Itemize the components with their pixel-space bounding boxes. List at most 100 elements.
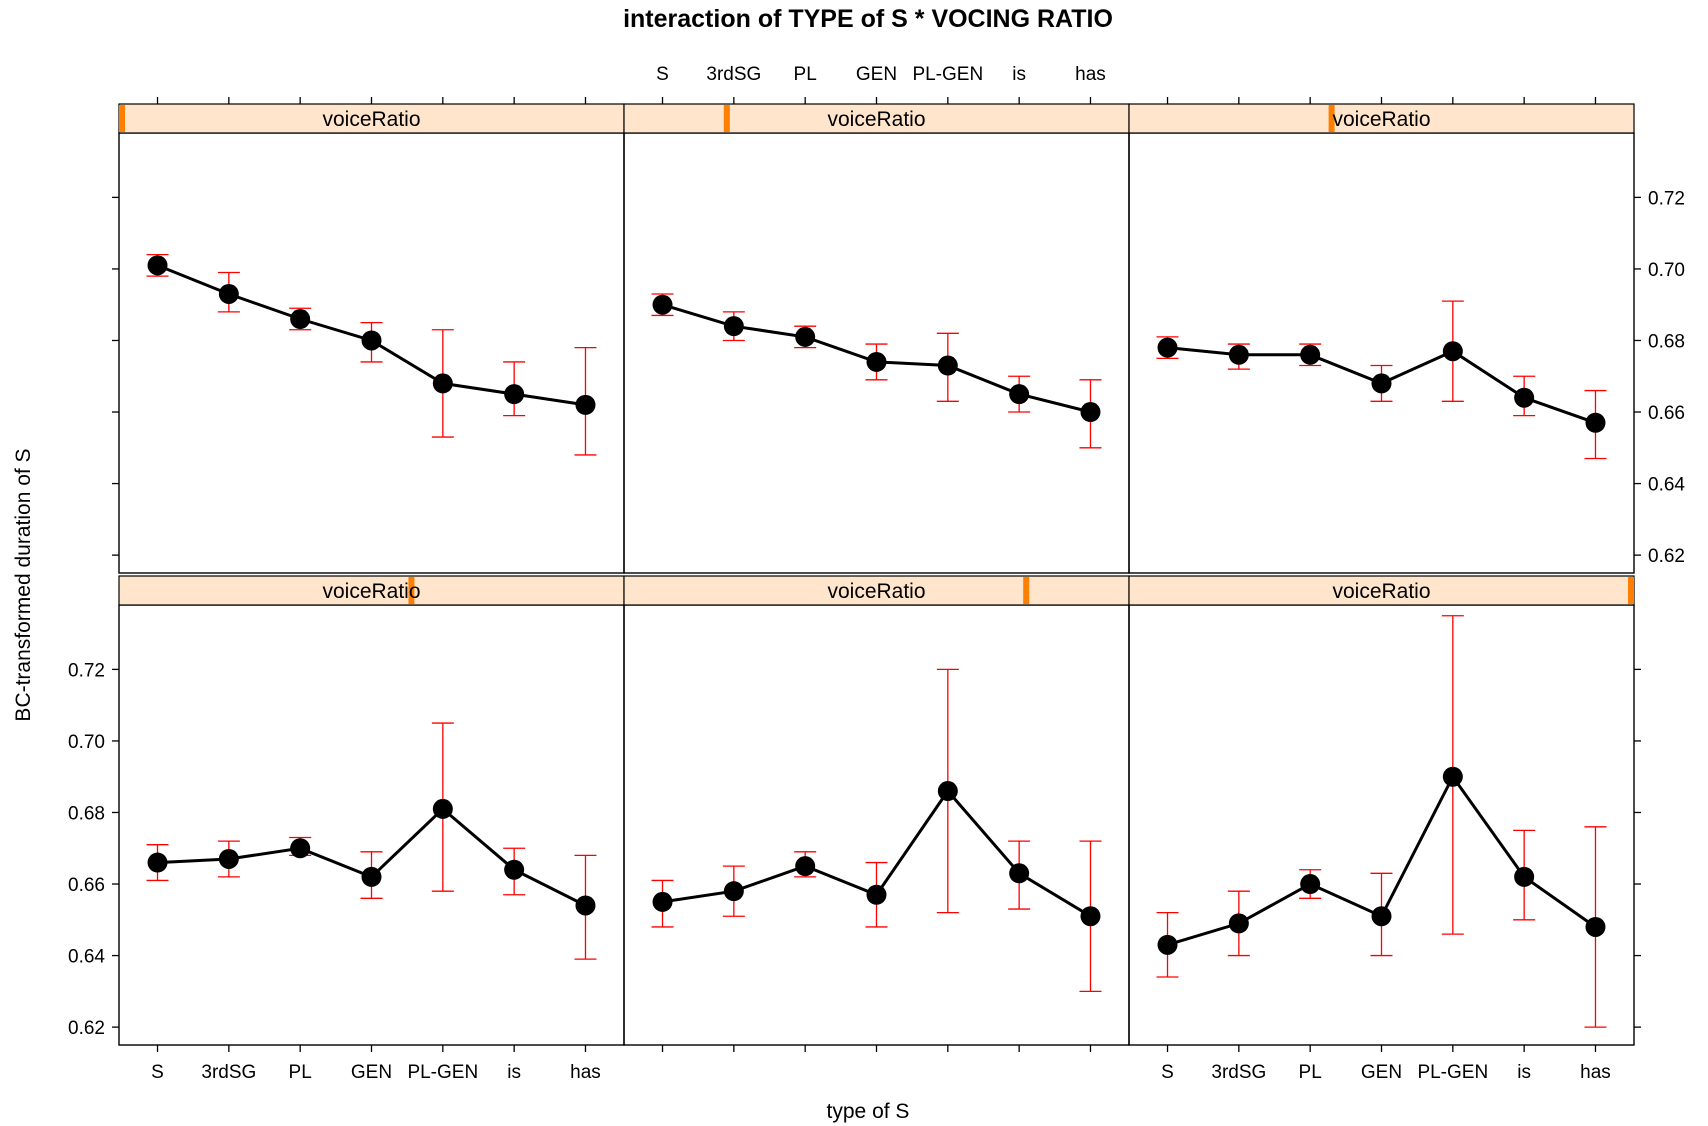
x-tick-label: GEN xyxy=(351,1062,392,1083)
data-point xyxy=(504,859,525,880)
data-point xyxy=(866,351,887,372)
strip-level-indicator xyxy=(119,105,125,132)
data-point xyxy=(723,881,744,902)
strip-label: voiceRatio xyxy=(827,108,925,131)
data-point xyxy=(795,326,816,347)
strip-label: voiceRatio xyxy=(1332,108,1430,131)
x-tick-label: 3rdSG xyxy=(1211,1062,1266,1083)
data-point xyxy=(1371,373,1392,394)
data-point xyxy=(147,852,168,873)
data-point xyxy=(575,895,596,916)
data-point xyxy=(1442,341,1463,362)
x-tick-label-top: has xyxy=(1075,64,1106,85)
data-point xyxy=(504,384,525,405)
data-point xyxy=(1157,934,1178,955)
y-tick-label-left: 0.64 xyxy=(68,947,105,968)
x-tick-label-top: GEN xyxy=(856,64,897,85)
data-point xyxy=(147,255,168,276)
y-tick-label-right: 0.72 xyxy=(1648,188,1685,209)
data-point xyxy=(1228,913,1249,934)
data-point xyxy=(575,394,596,415)
x-tick-label: is xyxy=(1517,1062,1531,1083)
data-point xyxy=(652,891,673,912)
data-point xyxy=(218,848,239,869)
data-point xyxy=(1080,906,1101,927)
panel-3: voiceRatio xyxy=(1128,575,1635,1046)
data-point xyxy=(866,884,887,905)
y-axis-label: BC-transformed duration of S xyxy=(12,448,35,721)
data-point xyxy=(1009,863,1030,884)
y-tick-label-left: 0.66 xyxy=(68,875,105,896)
x-tick-label-top: S xyxy=(656,64,669,85)
data-point xyxy=(1442,766,1463,787)
data-point xyxy=(1514,387,1535,408)
x-tick-label: PL-GEN xyxy=(407,1062,478,1083)
panel-frame xyxy=(623,604,1130,1046)
x-tick-label: has xyxy=(570,1062,601,1083)
x-tick-label: has xyxy=(1580,1062,1611,1083)
y-tick-label-left: 0.68 xyxy=(68,803,105,824)
data-point xyxy=(432,373,453,394)
data-point xyxy=(361,866,382,887)
data-point xyxy=(1080,402,1101,423)
panel-frame xyxy=(1128,132,1635,574)
x-tick-label-top: 3rdSG xyxy=(706,64,761,85)
data-point xyxy=(1009,384,1030,405)
data-point xyxy=(1371,906,1392,927)
x-tick-label-top: PL-GEN xyxy=(912,64,983,85)
x-tick-label: PL xyxy=(289,1062,312,1083)
x-tick-label: S xyxy=(1161,1062,1174,1083)
data-point xyxy=(361,330,382,351)
strip-level-indicator xyxy=(723,105,730,132)
x-tick-label: is xyxy=(507,1062,521,1083)
axes-group: S 3rdSG PL GEN PL-GEN is has S 3rdSG PL GEN PL-GEN i… xyxy=(68,64,1685,1083)
strip-level-indicator xyxy=(408,577,415,604)
x-tick-label: S xyxy=(151,1062,164,1083)
x-tick-label: PL-GEN xyxy=(1417,1062,1488,1083)
strip-box xyxy=(118,575,625,606)
y-tick-label-left: 0.62 xyxy=(68,1018,105,1039)
data-point xyxy=(1228,344,1249,365)
y-tick-label-right: 0.62 xyxy=(1648,546,1685,567)
panel-frame xyxy=(118,604,625,1046)
data-point xyxy=(1157,337,1178,358)
strip-label: voiceRatio xyxy=(827,580,925,603)
panel-4: voiceRatio xyxy=(118,103,625,574)
strip-level-indicator xyxy=(1023,577,1030,604)
panels-group: voiceRatio voiceRatio voiceRatio voiceRatio… xyxy=(118,103,1635,1046)
panel-5: voiceRatio xyxy=(623,103,1130,574)
data-point xyxy=(795,856,816,877)
data-point xyxy=(290,838,311,859)
x-axis-label: type of S xyxy=(827,1100,910,1123)
data-point xyxy=(1300,874,1321,895)
panel-2: voiceRatio xyxy=(623,575,1130,1046)
x-tick-label: PL xyxy=(1299,1062,1322,1083)
strip-label: voiceRatio xyxy=(1332,580,1430,603)
strip-box xyxy=(1128,575,1635,606)
panel-6: voiceRatio xyxy=(1128,103,1635,574)
data-point xyxy=(652,294,673,315)
x-tick-label-top: is xyxy=(1012,64,1026,85)
strip-level-indicator xyxy=(1328,105,1335,132)
data-point xyxy=(937,781,958,802)
y-tick-label-left: 0.70 xyxy=(68,732,105,753)
y-tick-label-left: 0.72 xyxy=(68,660,105,681)
strip-label: voiceRatio xyxy=(322,108,420,131)
x-tick-label: GEN xyxy=(1361,1062,1402,1083)
panel-1: voiceRatio xyxy=(118,575,625,1046)
x-tick-label-top: PL xyxy=(794,64,817,85)
y-tick-label-right: 0.68 xyxy=(1648,331,1685,352)
data-point xyxy=(1514,866,1535,887)
data-point xyxy=(723,316,744,337)
data-point xyxy=(1585,412,1606,433)
strip-label: voiceRatio xyxy=(322,580,420,603)
y-tick-label-right: 0.64 xyxy=(1648,475,1685,496)
data-point xyxy=(937,355,958,376)
data-point xyxy=(290,309,311,330)
chart-title: interaction of TYPE of S * VOCING RATIO xyxy=(623,5,1113,33)
strip-level-indicator xyxy=(1628,577,1634,604)
data-point xyxy=(218,283,239,304)
y-tick-label-right: 0.70 xyxy=(1648,260,1685,281)
x-tick-label: 3rdSG xyxy=(201,1062,256,1083)
